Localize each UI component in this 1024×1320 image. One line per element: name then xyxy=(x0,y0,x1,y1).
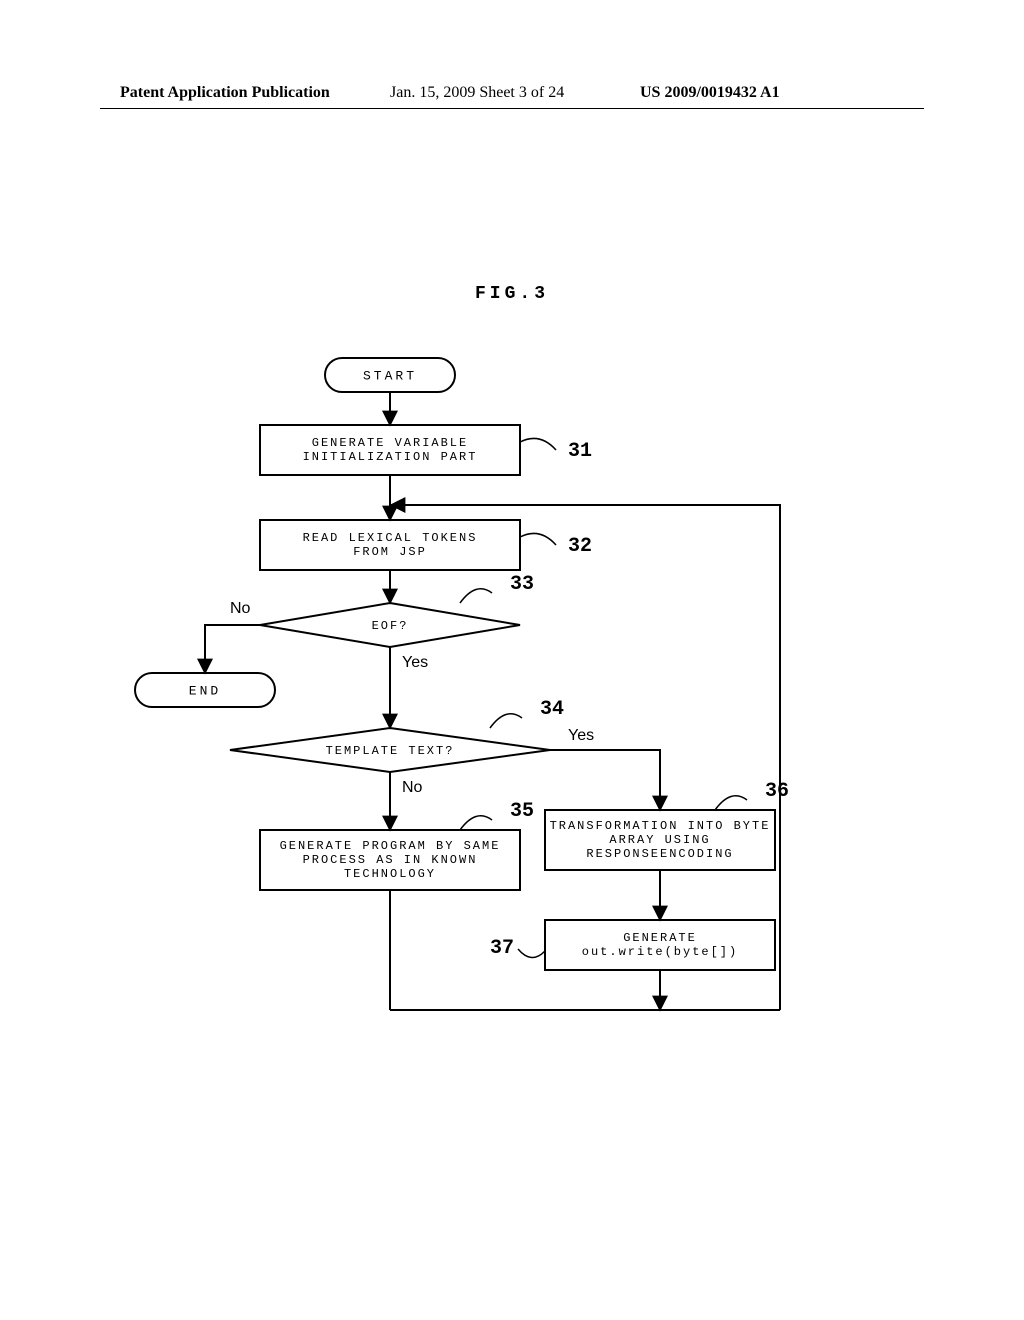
ref-37: 37 xyxy=(490,937,514,960)
ref-33: 33 xyxy=(510,573,534,596)
start-label: START xyxy=(363,368,417,383)
n37-label-1: out.write(byte[]) xyxy=(582,945,738,959)
label-no-34: No xyxy=(402,779,423,796)
n36-label-1: ARRAY USING xyxy=(609,833,710,847)
figure-title: FIG.3 xyxy=(0,284,1024,304)
ref-leader-31 xyxy=(520,438,556,450)
n36-label-0: TRANSFORMATION INTO BYTE xyxy=(550,819,771,833)
flowchart: START GENERATE VARIABLEINITIALIZATION PAR… xyxy=(120,350,900,1070)
header-right: US 2009/0019432 A1 xyxy=(640,84,780,102)
ref-36: 36 xyxy=(765,780,789,803)
ref-leader-33 xyxy=(460,589,492,603)
n35-label-2: TECHNOLOGY xyxy=(344,867,436,881)
label-no-33: No xyxy=(230,600,251,617)
n36-label-2: RESPONSEENCODING xyxy=(586,847,733,861)
ref-leader-36 xyxy=(715,796,747,810)
n31-label-1: INITIALIZATION PART xyxy=(303,450,478,464)
ref-32: 32 xyxy=(568,535,592,558)
header-left: Patent Application Publication xyxy=(120,84,330,102)
ref-leader-34 xyxy=(490,714,522,728)
ref-leader-35 xyxy=(460,816,492,830)
n32-label-0: READ LEXICAL TOKENS xyxy=(303,531,478,545)
ref-35: 35 xyxy=(510,800,534,823)
n33-label: EOF? xyxy=(372,619,409,633)
header-rule xyxy=(100,108,924,109)
label-yes-34: Yes xyxy=(568,727,594,744)
label-yes-33: Yes xyxy=(402,654,428,671)
n34-label: TEMPLATE TEXT? xyxy=(326,744,455,758)
n32-label-1: FROM JSP xyxy=(353,545,427,559)
n31-label-0: GENERATE VARIABLE xyxy=(312,436,468,450)
end-label: END xyxy=(189,683,221,698)
n35-label-1: PROCESS AS IN KNOWN xyxy=(303,853,478,867)
ref-34: 34 xyxy=(540,698,564,721)
n37-label-0: GENERATE xyxy=(623,931,697,945)
n35-label-0: GENERATE PROGRAM BY SAME xyxy=(280,839,501,853)
ref-leader-32 xyxy=(520,533,556,545)
header-mid: Jan. 15, 2009 Sheet 3 of 24 xyxy=(390,84,564,102)
ref-leader-37 xyxy=(518,949,545,958)
ref-31: 31 xyxy=(568,440,592,463)
